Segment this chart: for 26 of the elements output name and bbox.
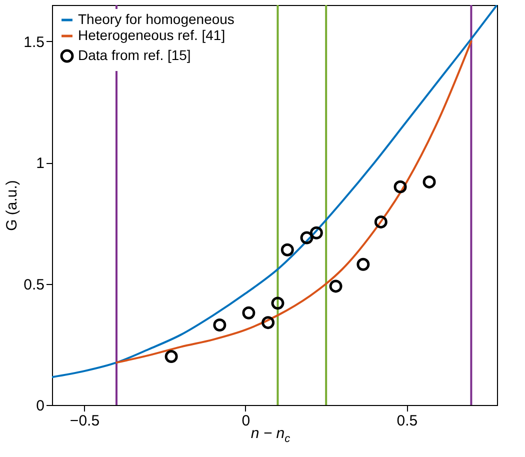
point [422,175,436,188]
y-tick-label: 0.5 [24,276,44,294]
point [300,231,314,244]
point [394,180,407,194]
y-tick-label: 1 [36,155,44,172]
point [213,318,226,332]
x-tick-label: 0 [242,412,250,430]
x-axis-title: n − n$_{c}$ [250,425,290,445]
point [164,350,178,363]
point [356,258,370,271]
line-series [52,5,497,378]
y-tick-label: 0 [36,398,44,414]
point [280,243,294,256]
point [262,316,275,330]
y-tick-label: 1.5 [24,34,44,51]
y-axis-title: G (a.u.) [4,180,21,231]
legend-label: Heterogeneous ref. [41] [78,27,226,43]
legend-label: Data from ref. [15] [78,47,191,63]
point [374,215,388,228]
point [242,306,256,320]
x-tick-label: 0.5 [396,412,418,430]
point [329,280,342,293]
point [271,296,284,310]
point [310,226,323,240]
legend-label: Theory for homogeneous [78,11,234,27]
x-tick-label: −0.5 [70,412,100,430]
